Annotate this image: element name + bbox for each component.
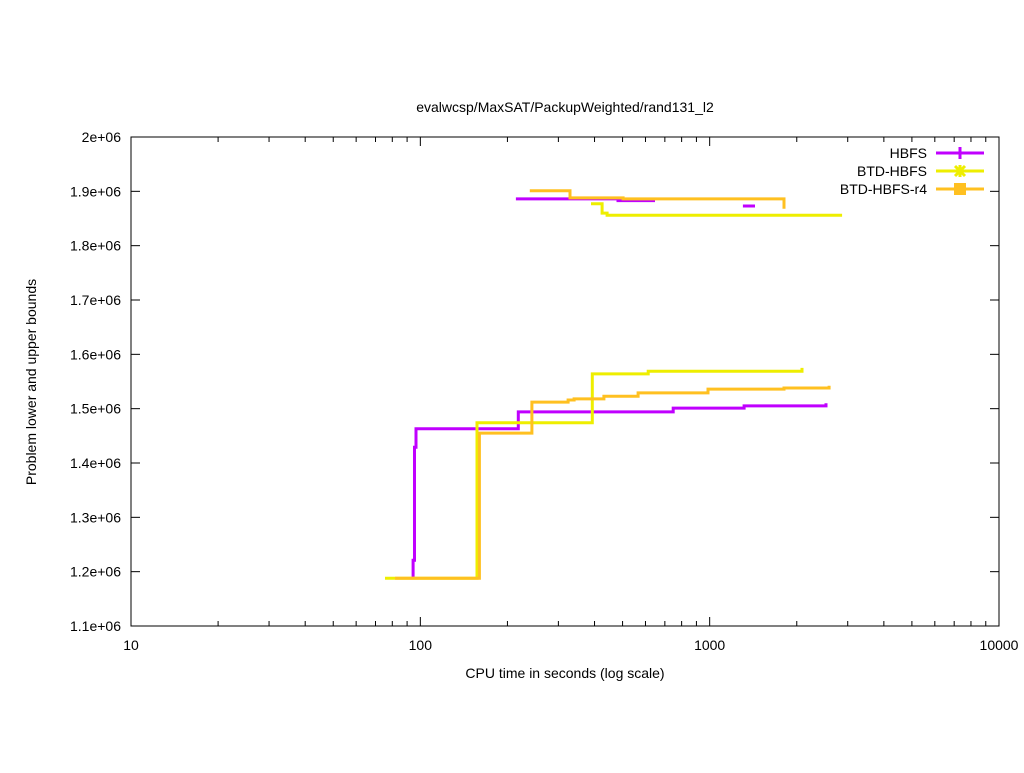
legend: HBFS BTD-HBFS BTD-HBFS-r4: [840, 145, 984, 197]
x-tick-labels: 10 100 1000 10000: [123, 637, 1018, 653]
axis-ticks: [130, 136, 999, 627]
legend-label: BTD-HBFS: [857, 163, 927, 179]
series-hbfs-upper-line: [515, 197, 655, 203]
x-axis-label: CPU time in seconds (log scale): [465, 665, 664, 681]
legend-marker-star-icon: [953, 164, 967, 178]
y-tick-label: 1.2e+06: [70, 564, 121, 580]
x-tick-label: 1000: [694, 637, 725, 653]
y-axis-label: Problem lower and upper bounds: [23, 279, 39, 485]
series-btd-hbfs-lower-line: [385, 367, 804, 580]
y-tick-label: 1.3e+06: [70, 509, 121, 525]
y-tick-label: 1.4e+06: [70, 455, 121, 471]
y-tick-label: 1.8e+06: [70, 238, 121, 254]
y-tick-label: 1.6e+06: [70, 346, 121, 362]
y-tick-label: 2e+06: [82, 129, 122, 145]
y-tick-label: 1.9e+06: [70, 183, 121, 199]
legend-marker-square-icon: [954, 183, 966, 195]
plot-area-border: [130, 136, 1000, 627]
legend-label: BTD-HBFS-r4: [840, 181, 927, 197]
y-tick-labels: 1.1e+06 1.2e+06 1.3e+06 1.4e+06 1.5e+06 1.6e+…: [70, 129, 121, 634]
y-tick-label: 1.1e+06: [70, 618, 121, 634]
series-btd-hbfs-upper-line: [591, 202, 843, 217]
chart-title: evalwcsp/MaxSAT/PackupWeighted/rand131_l…: [416, 99, 714, 115]
y-tick-label: 1.5e+06: [70, 401, 121, 417]
series-btd-hbfs-r4-lower-line: [395, 385, 831, 580]
series-btd-hbfs-r4-upper-line: [529, 189, 786, 209]
x-tick-label: 100: [409, 637, 433, 653]
series-hbfs-lower-line: [411, 403, 828, 579]
x-tick-label: 10: [123, 637, 139, 653]
legend-label: HBFS: [890, 145, 927, 161]
x-tick-label: 10000: [980, 637, 1019, 653]
series-lines: [385, 189, 843, 580]
y-tick-label: 1.7e+06: [70, 292, 121, 308]
